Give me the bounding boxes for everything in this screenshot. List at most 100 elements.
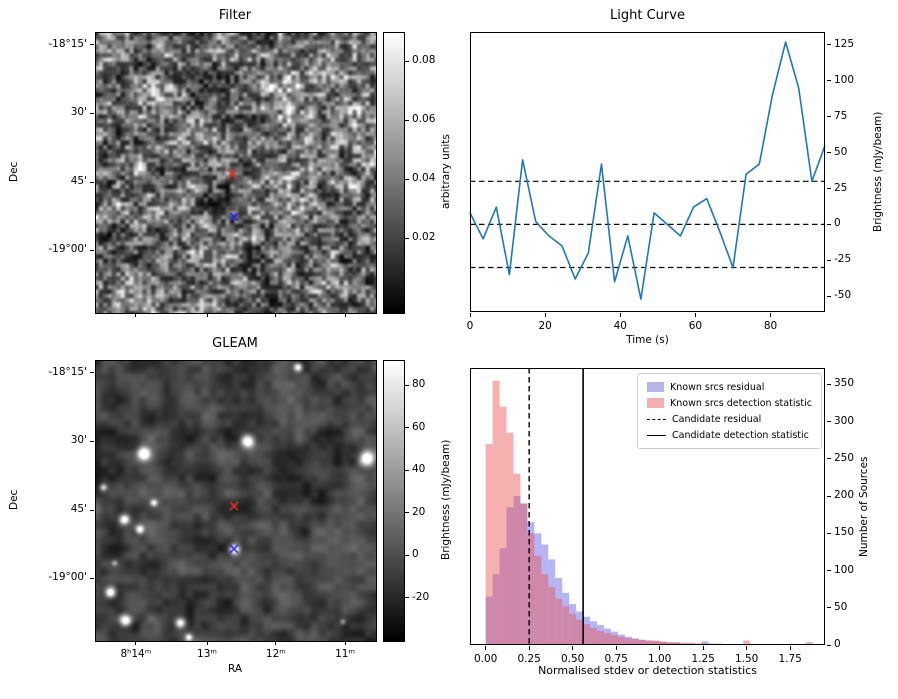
dec-tick-label: 30' [70, 106, 87, 119]
x-tick-mark [789, 646, 791, 650]
y-tick-label: 300 [834, 414, 855, 427]
hist-bar [555, 577, 563, 645]
dec-tick-mark [90, 372, 94, 374]
x-tick-label: 1.50 [734, 653, 759, 665]
hist-bar [603, 633, 611, 645]
y-tick-mark [827, 495, 831, 497]
x-tick-mark [746, 646, 748, 650]
colorbar-tick-label: 0.06 [412, 113, 436, 126]
hist-bar [631, 639, 639, 645]
hist-bar [562, 592, 570, 645]
colorbar-tick-label: 40 [412, 463, 426, 476]
hist-bar [617, 636, 625, 645]
x-tick-mark [619, 313, 621, 317]
y-tick-mark [827, 80, 831, 82]
hist-bar [631, 638, 639, 645]
dec-tick-label: -19°00' [48, 571, 87, 584]
y-tick-label: 50 [834, 600, 848, 613]
ra-tick-mark [344, 313, 346, 317]
y-tick-mark [827, 259, 831, 261]
y-tick-label: -25 [834, 253, 852, 266]
legend-solid-line-sample [647, 434, 666, 436]
hist-bar [597, 630, 604, 645]
ra-tick-label: 8ʰ14ᵐ [120, 648, 152, 660]
dec-tick-mark [90, 440, 94, 442]
y-tick-mark [827, 532, 831, 534]
hist-bar [583, 616, 591, 645]
hist-bar [603, 628, 611, 645]
colorbar-tick-mark [405, 384, 409, 386]
legend-label-detstat: Known srcs detection statistic [670, 397, 812, 409]
hist-bar [541, 574, 549, 645]
colorbar-tick-mark [405, 237, 409, 239]
filter-heatmap [95, 32, 377, 314]
legend-label-candidate-detstat: Candidate detection statistic [672, 429, 809, 441]
hist-bar [610, 631, 618, 645]
hist-bar [805, 642, 813, 645]
hist-bar [520, 503, 528, 645]
y-tick-mark [827, 152, 831, 154]
colorbar-tick-label: 0.08 [412, 54, 436, 67]
hist-bar [743, 640, 751, 645]
y-tick-label: 100 [834, 73, 855, 86]
hist-bar [638, 639, 646, 645]
x-tick-mark [770, 313, 772, 317]
hist-bar [666, 642, 674, 645]
hist-bar [617, 634, 625, 645]
colorbar-tick-label: 80 [412, 378, 426, 391]
x-tick-mark [615, 646, 617, 650]
gleam-title: GLEAM [212, 336, 258, 351]
plot-border [470, 368, 825, 645]
hist-bar [624, 636, 632, 645]
legend-label-residual: Known srcs residual [670, 381, 765, 393]
x-tick-mark [659, 646, 661, 650]
y-tick-label: 0 [834, 217, 841, 230]
colorbar-tick-label: -20 [412, 590, 430, 603]
y-tick-mark [827, 188, 831, 189]
hist-bar [485, 596, 493, 645]
y-tick-mark [827, 421, 831, 423]
y-tick-mark [827, 644, 831, 646]
light-curve-xlabel: Time (s) [626, 334, 669, 346]
x-tick-mark [702, 646, 704, 650]
legend-swatch-detstat [647, 398, 664, 408]
ra-tick-label: 13ᵐ [197, 648, 217, 660]
plot-border [470, 32, 825, 312]
y-tick-mark [827, 383, 831, 385]
hist-bar [680, 642, 688, 645]
filter-title: Filter [218, 8, 252, 23]
hist-bar [610, 635, 618, 645]
filter-colorbar [383, 32, 405, 314]
y-tick-label: 100 [834, 563, 855, 576]
hist-bar [569, 613, 577, 645]
y-tick-label: 75 [834, 109, 848, 122]
hist-bar [527, 533, 535, 645]
colorbar-tick-mark [405, 469, 409, 471]
hist-bar [527, 522, 535, 645]
y-tick-mark [827, 44, 831, 46]
y-tick-mark [827, 607, 831, 609]
dec-tick-label: -18°15' [48, 365, 87, 378]
ra-tick-mark [344, 641, 346, 645]
colorbar-tick-mark [405, 554, 409, 556]
x-tick-mark [485, 646, 487, 650]
x-tick-mark [572, 646, 574, 650]
gleam-ylabel: Dec [8, 489, 20, 511]
x-tick-label: 1.25 [691, 653, 715, 665]
hist-bar [590, 627, 598, 645]
y-tick-mark [827, 458, 831, 460]
ra-tick-mark [206, 313, 208, 317]
hist-bar [499, 406, 507, 645]
x-tick-label: 80 [763, 320, 778, 332]
legend-item-candidate-residual: Candidate residual [647, 411, 812, 427]
y-tick-label: 0 [834, 638, 841, 650]
light-curve-title: Light Curve [610, 8, 685, 23]
x-tick-label: 0.00 [473, 653, 498, 665]
hist-bar [645, 640, 653, 645]
hist-bar [513, 496, 521, 645]
hist-bar [576, 619, 584, 645]
hist-bar [645, 640, 653, 645]
colorbar-tick-label: 0.02 [412, 231, 436, 244]
hist-bar [513, 473, 521, 645]
